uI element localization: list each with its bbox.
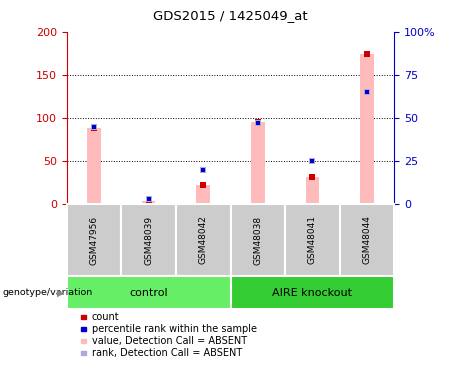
Bar — [306, 177, 319, 204]
Text: genotype/variation: genotype/variation — [2, 288, 93, 297]
Bar — [176, 204, 230, 276]
Text: GSM47956: GSM47956 — [89, 215, 99, 265]
Text: GSM48042: GSM48042 — [199, 216, 208, 264]
Text: value, Detection Call = ABSENT: value, Detection Call = ABSENT — [92, 336, 247, 346]
Text: percentile rank within the sample: percentile rank within the sample — [92, 324, 257, 334]
Bar — [285, 204, 340, 276]
Bar — [340, 204, 394, 276]
Bar — [67, 204, 121, 276]
Bar — [67, 276, 230, 309]
Text: GSM48041: GSM48041 — [308, 216, 317, 264]
Text: rank, Detection Call = ABSENT: rank, Detection Call = ABSENT — [92, 348, 242, 358]
Bar — [121, 204, 176, 276]
Text: AIRE knockout: AIRE knockout — [272, 288, 352, 297]
Bar — [360, 54, 374, 204]
Bar — [142, 201, 155, 204]
Text: control: control — [130, 288, 168, 297]
Text: count: count — [92, 312, 119, 322]
Text: ▶: ▶ — [57, 288, 65, 297]
Text: GSM48039: GSM48039 — [144, 215, 153, 265]
Bar — [230, 276, 394, 309]
Text: GSM48038: GSM48038 — [253, 215, 262, 265]
Bar — [196, 185, 210, 204]
Bar — [87, 129, 101, 204]
Text: GDS2015 / 1425049_at: GDS2015 / 1425049_at — [153, 9, 308, 22]
Text: GSM48044: GSM48044 — [362, 216, 372, 264]
Bar — [251, 122, 265, 204]
Bar — [230, 204, 285, 276]
